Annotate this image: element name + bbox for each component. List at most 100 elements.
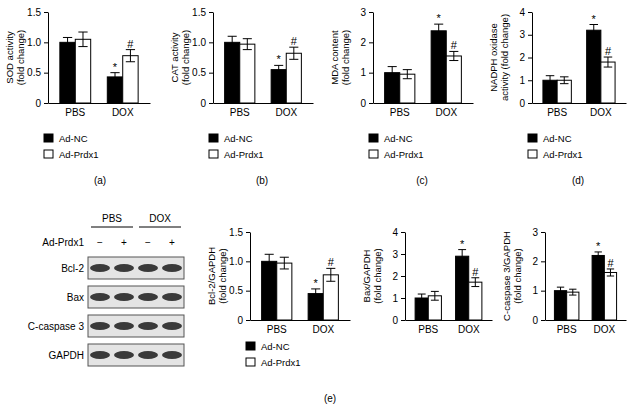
y-axis: 00.51.01.5 xyxy=(27,7,48,109)
y-tick-label: 1 xyxy=(392,293,398,304)
bar xyxy=(60,42,75,103)
y-tick-label: 2 xyxy=(532,256,538,267)
blot-band xyxy=(138,293,158,301)
panel-caption: (c) xyxy=(416,175,428,186)
y-tick: 1.5 xyxy=(27,7,48,18)
y-tick-label: 2 xyxy=(360,37,366,48)
x-axis: PBS DOX xyxy=(546,320,627,335)
y-tick-label: 1 xyxy=(360,67,366,78)
error-bar xyxy=(458,250,466,263)
x-tick-label: PBS xyxy=(418,324,438,335)
error-bar xyxy=(418,294,426,302)
error-bar xyxy=(63,37,72,47)
bar-chart: *#0123PBSDOXC-caspase 3/GAPDH(fold chang… xyxy=(501,227,627,335)
y-tick: 3 xyxy=(392,249,405,260)
bar-chart: *#00.51.01.5PBSDOXSOD activity(fold chan… xyxy=(4,7,151,186)
y-axis-title: SOD activity xyxy=(4,31,15,84)
x-axis-line xyxy=(406,320,493,321)
plot-area xyxy=(543,25,615,103)
plot-area xyxy=(554,252,616,320)
x-tick: DOX xyxy=(435,103,457,118)
blot-group-label: DOX xyxy=(149,213,171,224)
legend-swatch xyxy=(209,134,218,142)
y-tick: 0 xyxy=(519,98,532,109)
y-axis-title: (fold change) xyxy=(372,248,383,303)
blot-group-label: PBS xyxy=(102,213,122,224)
y-axis-title: CAT activity xyxy=(169,32,180,82)
legend-label: Ad-Prdx1 xyxy=(384,149,424,160)
y-axis: 01234 xyxy=(519,7,532,109)
bar-chart: *#01234PBSDOXBax/GAPDH(fold change) xyxy=(361,227,493,335)
error-bar xyxy=(569,289,576,295)
blot-band xyxy=(114,322,134,330)
y-tick-label: 3 xyxy=(532,227,538,238)
x-tick: PBS xyxy=(557,320,577,335)
y-axis-line xyxy=(250,233,251,321)
error-bar xyxy=(595,252,602,259)
x-tick: PBS xyxy=(547,103,567,118)
y-tick-label: 1.0 xyxy=(192,37,206,48)
blot-band xyxy=(138,322,158,330)
blot-band xyxy=(90,351,110,359)
blot-row-label: Ad-Prdx1 xyxy=(42,237,84,248)
x-axis: PBSDOX xyxy=(533,103,627,118)
error-bar xyxy=(589,25,598,36)
x-tick-label: DOX xyxy=(458,324,480,335)
error-bar xyxy=(78,32,87,47)
error-bar xyxy=(560,77,569,84)
y-tick-mark xyxy=(528,103,532,104)
blot-protein-label: C-caspase 3 xyxy=(28,321,85,332)
blot-band xyxy=(162,293,182,301)
error-bar xyxy=(604,57,613,67)
y-tick-mark xyxy=(369,103,373,104)
y-tick-mark xyxy=(246,320,250,321)
error-bar xyxy=(434,24,443,37)
error-bar xyxy=(449,51,458,60)
legend-label: Ad-NC xyxy=(59,133,88,144)
y-tick: 2 xyxy=(360,37,373,48)
figure-svg: *#00.51.01.5PBSDOXSOD activity(fold chan… xyxy=(0,0,635,410)
y-tick: 2 xyxy=(392,271,405,282)
y-axis-title: (fold change) xyxy=(512,248,523,303)
y-tick-label: 1 xyxy=(519,75,525,86)
y-tick-label: 0 xyxy=(532,315,538,326)
y-tick-label: 1.5 xyxy=(192,7,206,18)
x-tick-label: PBS xyxy=(547,107,567,118)
y-tick: 0.5 xyxy=(229,285,250,296)
y-axis-title: NADPH oxidase xyxy=(488,23,499,92)
y-tick-mark xyxy=(209,103,213,104)
x-tick-label: PBS xyxy=(390,107,410,118)
y-tick-mark xyxy=(541,232,545,233)
y-tick-label: 2 xyxy=(392,271,398,282)
legend-label: Ad-NC xyxy=(224,133,253,144)
y-tick: 0 xyxy=(200,98,213,109)
y-axis: 00.51.01.5 xyxy=(192,7,213,109)
y-tick-label: 0.5 xyxy=(229,285,243,296)
y-tick-label: 0.5 xyxy=(27,67,41,78)
y-tick: 0 xyxy=(360,98,373,109)
y-axis-line xyxy=(532,13,533,104)
legend-label: Ad-Prdx1 xyxy=(224,149,264,160)
panel-caption: (a) xyxy=(94,175,106,186)
y-axis-title: (fold change) xyxy=(217,248,228,303)
x-tick: DOX xyxy=(594,320,616,335)
blot-band xyxy=(90,264,110,272)
y-tick-label: 0 xyxy=(519,98,525,109)
y-tick-label: 3 xyxy=(519,29,525,40)
y-axis-title: (fold change) xyxy=(15,30,26,85)
y-tick-mark xyxy=(209,73,213,74)
panel-caption: (e) xyxy=(324,393,336,404)
x-axis-line xyxy=(546,320,627,321)
y-tick-mark xyxy=(209,42,213,43)
error-bar xyxy=(311,289,320,298)
y-tick-mark xyxy=(44,42,48,43)
x-tick: PBS xyxy=(418,320,438,335)
significance-marker: # xyxy=(451,39,458,51)
bar xyxy=(587,30,601,103)
y-tick-label: 0 xyxy=(392,315,398,326)
legend-swatch xyxy=(209,150,218,158)
y-tick-label: 0 xyxy=(237,315,243,326)
panel-caption: (d) xyxy=(572,175,584,186)
legend: Ad-NCAd-Prdx1 xyxy=(528,133,583,160)
bar-chart: *#00.51.01.5PBSDOXCAT activity(fold chan… xyxy=(169,7,314,186)
